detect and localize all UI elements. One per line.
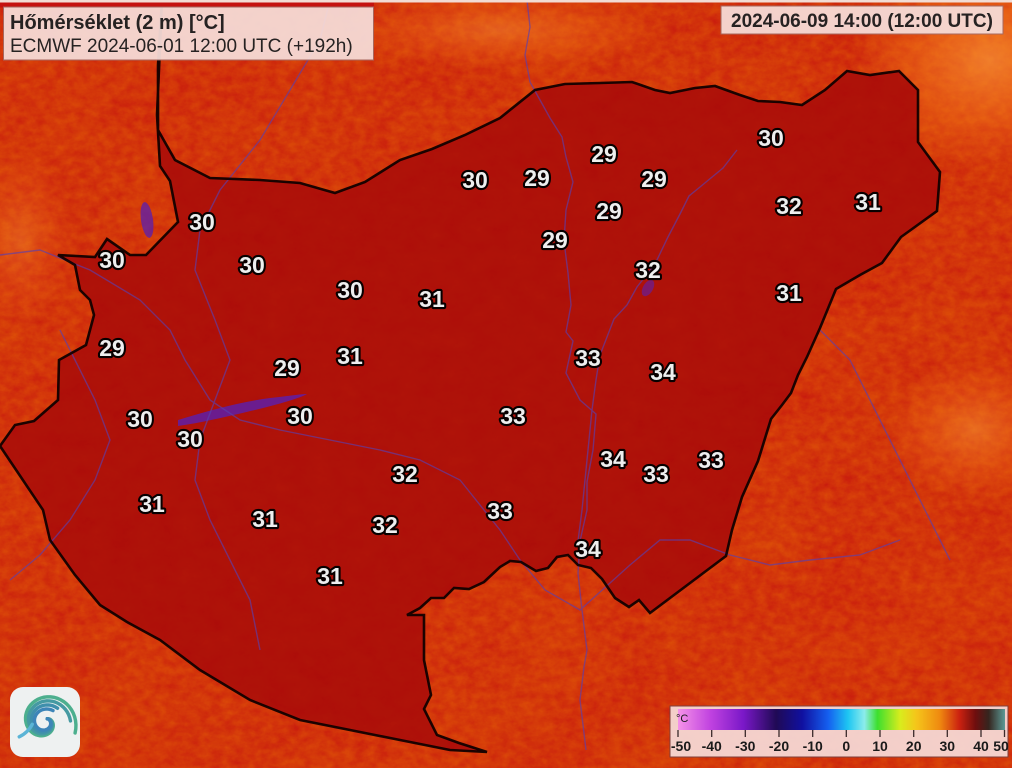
svg-text:29: 29: [274, 355, 300, 381]
svg-text:30: 30: [940, 738, 956, 754]
svg-text:20: 20: [906, 738, 922, 754]
svg-text:34: 34: [575, 536, 601, 562]
svg-text:31: 31: [337, 343, 363, 369]
svg-text:30: 30: [287, 403, 313, 429]
svg-text:33: 33: [487, 498, 513, 524]
svg-text:50: 50: [993, 738, 1009, 754]
svg-text:30: 30: [758, 125, 784, 151]
svg-text:31: 31: [776, 280, 802, 306]
svg-text:29: 29: [524, 165, 550, 191]
svg-text:30: 30: [189, 209, 215, 235]
svg-text:30: 30: [462, 167, 488, 193]
svg-text:34: 34: [650, 359, 676, 385]
svg-text:°C: °C: [676, 713, 688, 725]
svg-text:40: 40: [973, 738, 989, 754]
svg-text:32: 32: [372, 512, 398, 538]
svg-text:29: 29: [99, 335, 125, 361]
svg-text:-40: -40: [702, 738, 722, 754]
svg-text:10: 10: [872, 738, 888, 754]
svg-text:29: 29: [591, 141, 617, 167]
svg-text:32: 32: [776, 193, 802, 219]
svg-text:-30: -30: [735, 738, 755, 754]
svg-text:30: 30: [239, 252, 265, 278]
svg-text:33: 33: [500, 403, 526, 429]
svg-text:34: 34: [600, 446, 626, 472]
svg-text:31: 31: [317, 563, 343, 589]
svg-text:30: 30: [337, 277, 363, 303]
svg-text:33: 33: [643, 461, 669, 487]
svg-text:-10: -10: [803, 738, 823, 754]
svg-text:31: 31: [252, 506, 278, 532]
svg-text:30: 30: [127, 406, 153, 432]
svg-text:33: 33: [575, 345, 601, 371]
svg-text:-50: -50: [671, 738, 691, 754]
svg-text:32: 32: [635, 257, 661, 283]
svg-text:29: 29: [596, 198, 622, 224]
svg-text:29: 29: [542, 227, 568, 253]
svg-text:31: 31: [419, 286, 445, 312]
svg-text:33: 33: [698, 447, 724, 473]
svg-text:32: 32: [392, 461, 418, 487]
svg-text:0: 0: [842, 738, 850, 754]
svg-text:-20: -20: [769, 738, 789, 754]
svg-text:31: 31: [139, 491, 165, 517]
svg-text:30: 30: [99, 247, 125, 273]
svg-text:29: 29: [641, 166, 667, 192]
svg-text:30: 30: [177, 426, 203, 452]
svg-text:31: 31: [855, 189, 881, 215]
